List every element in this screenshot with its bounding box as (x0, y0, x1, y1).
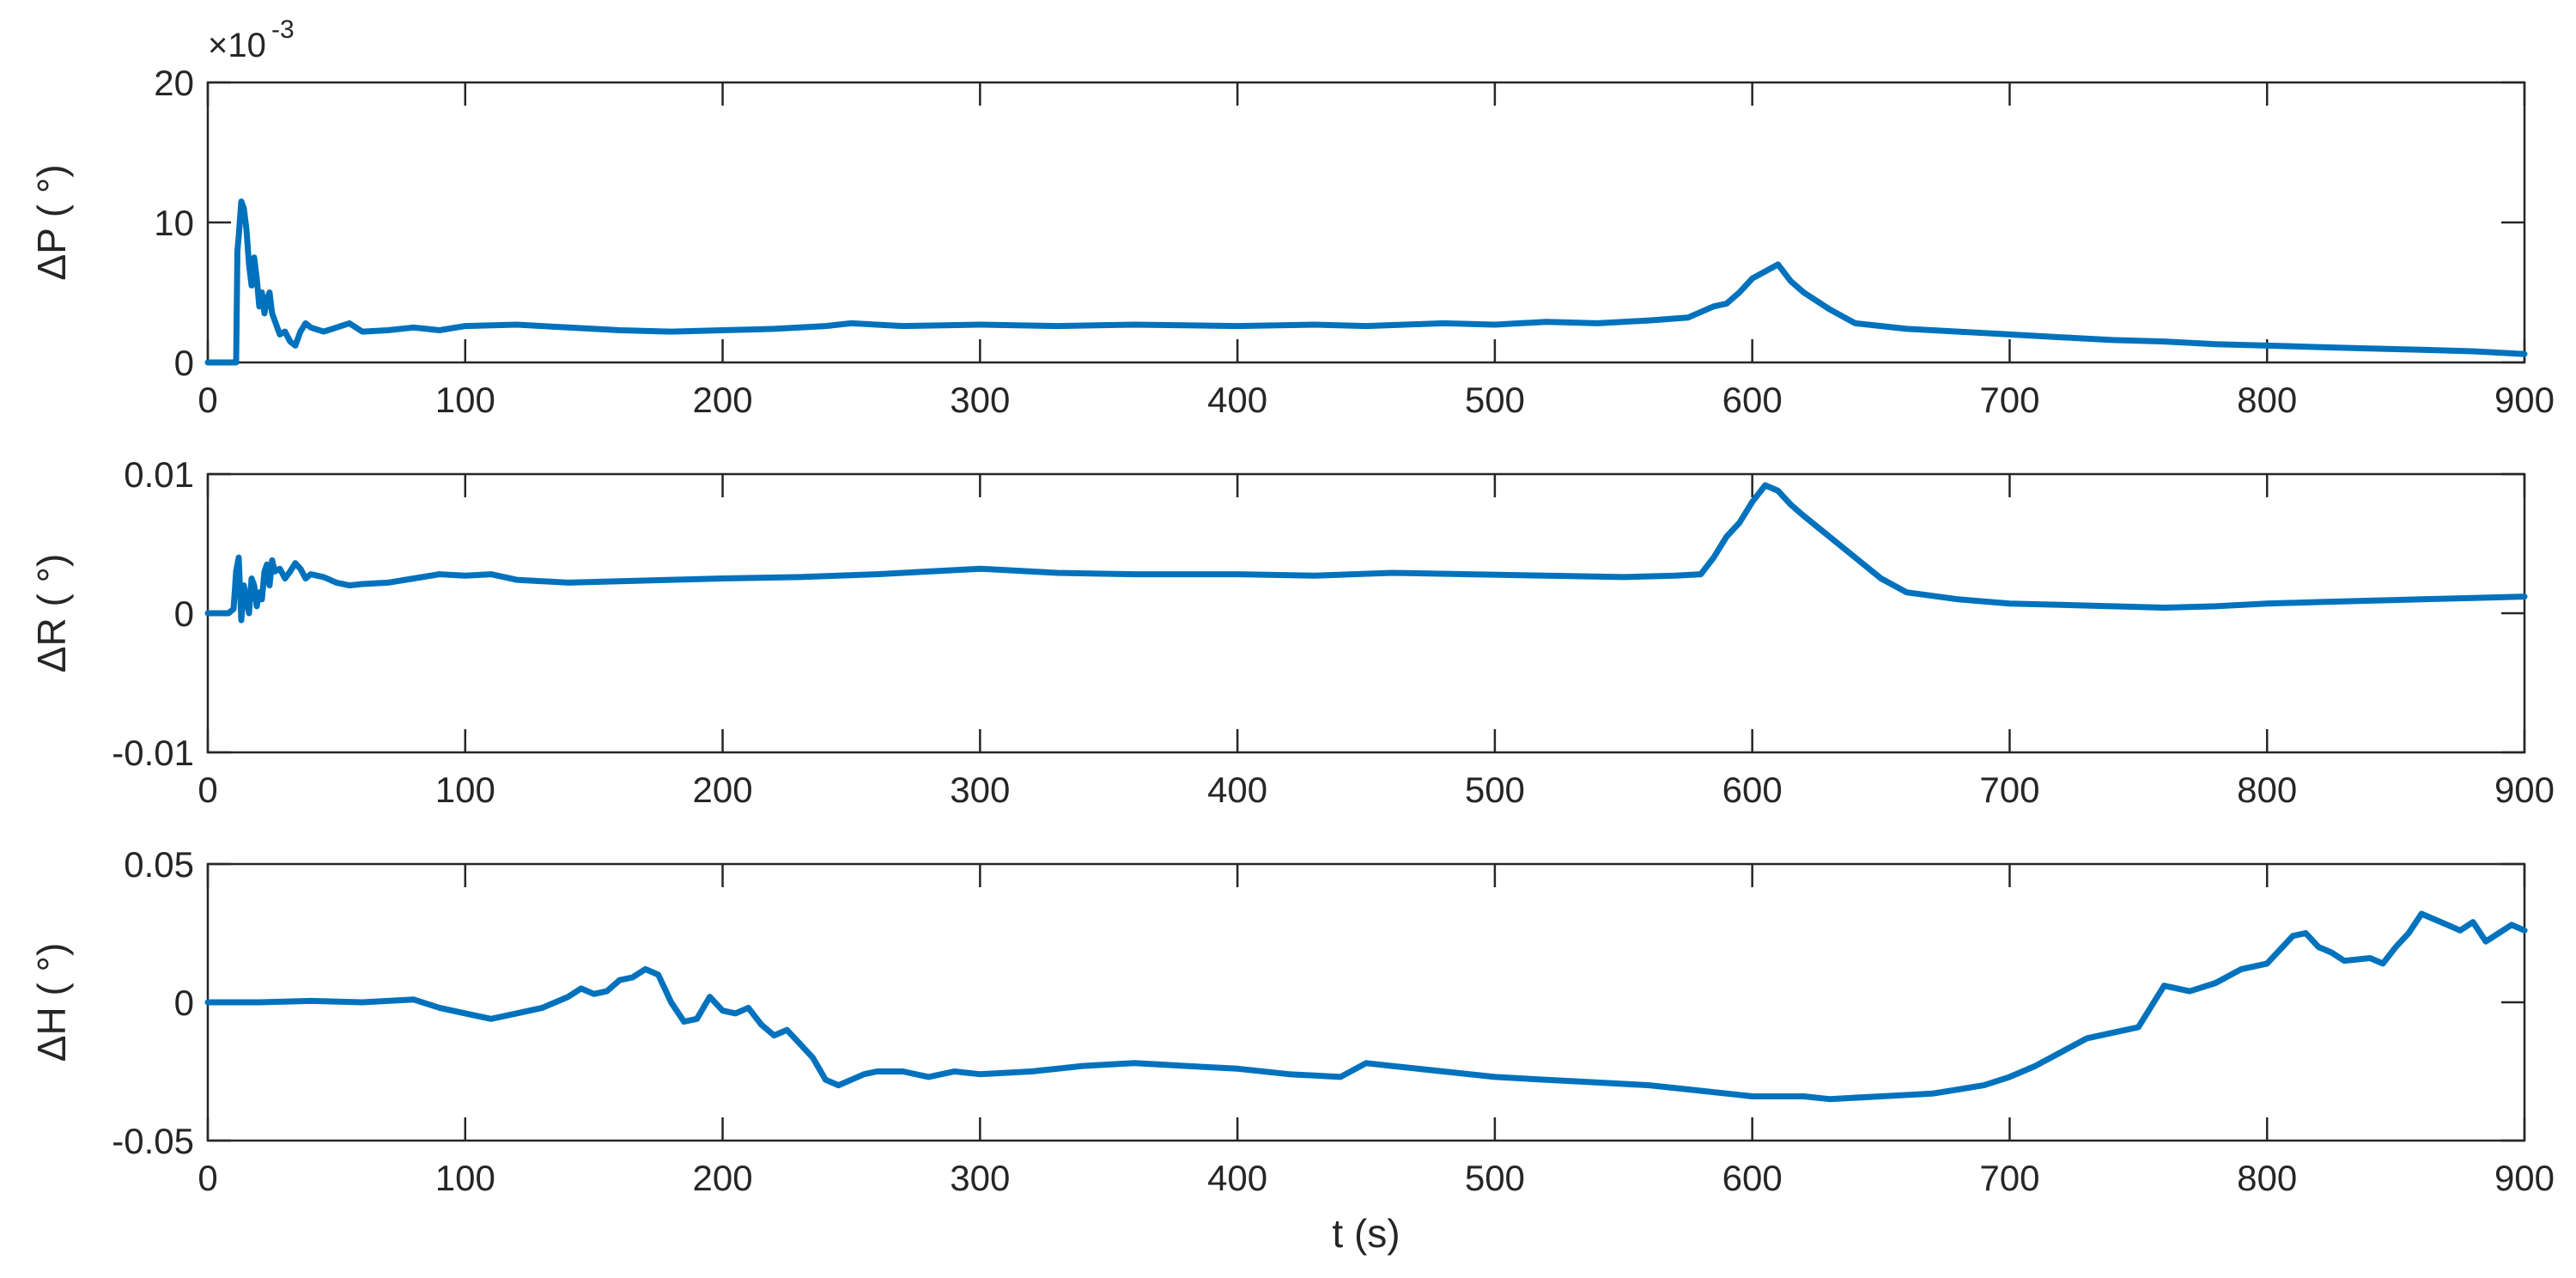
y-tick-label: 20 (154, 63, 194, 103)
x-tick-label: 300 (950, 770, 1010, 810)
y-tick-label: 10 (154, 203, 194, 243)
y-tick-label: 0 (174, 983, 194, 1023)
x-tick-label: 600 (1722, 770, 1783, 810)
y-tick-label: -0.05 (112, 1121, 194, 1161)
panel-delta-p: 0 100 200 300 400 500 600 700 800 900 0 10 20 ×10 -3 ΔP… (29, 15, 2555, 420)
x-tick-label: 700 (1979, 380, 2039, 420)
x-tick-label: 700 (1979, 770, 2039, 810)
x-tick-label: 100 (435, 770, 495, 810)
y-tick-label: 0.01 (124, 454, 194, 495)
x-tick-label: 800 (2237, 380, 2297, 420)
x-tick-label: 400 (1207, 380, 1267, 420)
y-exponent-power: -3 (271, 15, 295, 44)
y-axis-label: ΔH ( °) (29, 943, 74, 1062)
y-axis-label: ΔP ( °) (29, 164, 74, 280)
x-tick-label: 600 (1722, 380, 1783, 420)
x-tick-label: 300 (950, 1158, 1010, 1198)
panel-delta-r: 0 100 200 300 400 500 600 700 800 900-0.0100.01ΔR… (29, 454, 2555, 810)
x-tick-label: 200 (693, 770, 753, 810)
x-tick-label: 100 (435, 1158, 495, 1198)
x-tick-label: 500 (1465, 380, 1525, 420)
x-tick-label: 800 (2237, 770, 2297, 810)
x-tick-label: 400 (1207, 770, 1267, 810)
x-tick-label: 600 (1722, 1158, 1783, 1198)
x-axis-label: t (s) (1332, 1211, 1400, 1256)
x-tick-label: 500 (1465, 1158, 1525, 1198)
x-tick-label: 900 (2494, 380, 2555, 420)
series-line-dR (204, 482, 2528, 624)
y-exponent-label: ×10 (208, 27, 266, 64)
series-line-dP (204, 198, 2528, 366)
x-tick-label: 0 (197, 770, 217, 810)
y-tick-label: 0 (174, 343, 194, 383)
panel-delta-h: 0 100 200 300 400 500 600 700 800 900-0.0500.05ΔH… (29, 844, 2555, 1256)
x-tick-label: 800 (2237, 1158, 2297, 1198)
y-tick-label: -0.01 (112, 733, 194, 773)
x-tick-label: 700 (1979, 1158, 2039, 1198)
x-tick-label: 500 (1465, 770, 1525, 810)
x-tick-label: 900 (2494, 770, 2555, 810)
y-axis-label: ΔR ( °) (29, 554, 74, 673)
x-tick-label: 900 (2494, 1158, 2555, 1198)
x-tick-label: 0 (197, 380, 217, 420)
x-tick-label: 200 (693, 380, 753, 420)
x-tick-label: 300 (950, 380, 1010, 420)
y-tick-label: 0 (174, 593, 194, 634)
x-tick-label: 0 (197, 1158, 217, 1198)
y-tick-label: 0.05 (124, 844, 194, 885)
x-tick-label: 400 (1207, 1158, 1267, 1198)
series-line-dH (204, 910, 2528, 1103)
x-tick-label: 100 (435, 380, 495, 420)
x-tick-label: 200 (693, 1158, 753, 1198)
